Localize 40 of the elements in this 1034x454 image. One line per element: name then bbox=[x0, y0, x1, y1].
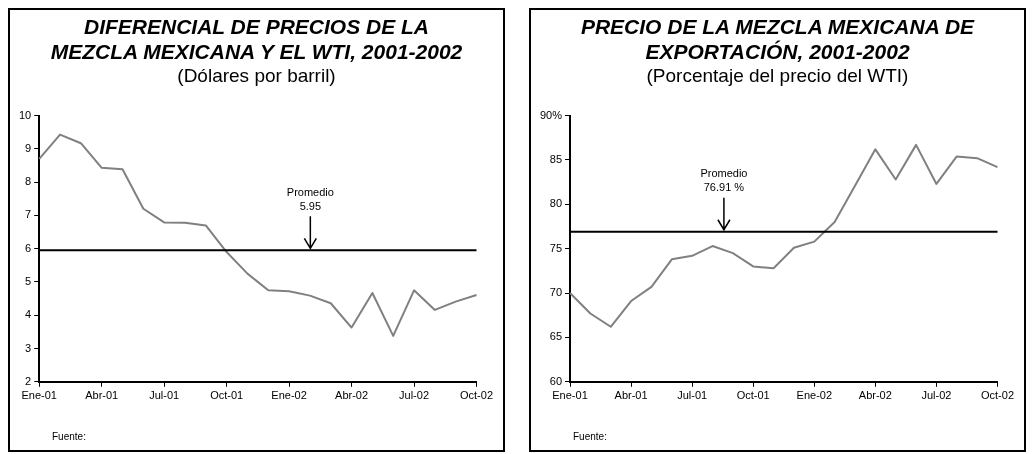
x-tick-label: Ene-01 bbox=[21, 389, 57, 402]
y-tick-label: 70 bbox=[549, 286, 563, 299]
x-tick-label: Jul-01 bbox=[677, 389, 708, 402]
x-tick-label: Jul-02 bbox=[399, 389, 430, 402]
x-tick-label: Oct-01 bbox=[736, 389, 770, 402]
y-tick-label: 8 bbox=[25, 175, 32, 188]
x-tick-label: Abr-02 bbox=[335, 389, 369, 402]
y-tick-label: 2 bbox=[25, 374, 32, 387]
ref-line-label: Promedio 76.91 % bbox=[700, 167, 748, 194]
y-tick-label: 65 bbox=[549, 330, 563, 343]
x-tick-label: Ene-01 bbox=[552, 389, 588, 402]
y-tick-label: 85 bbox=[549, 153, 563, 165]
x-tick-label: Ene-02 bbox=[271, 389, 307, 402]
y-tick-label: 10 bbox=[18, 108, 32, 121]
y-tick-label: 4 bbox=[25, 308, 32, 321]
chart-subtitle: (Porcentaje del precio del WTI) bbox=[645, 64, 910, 88]
x-tick-label: Abr-01 bbox=[614, 389, 648, 402]
source-note: Fuente: bbox=[52, 431, 86, 442]
x-tick-label: Abr-01 bbox=[85, 389, 119, 402]
x-tick-label: Jul-01 bbox=[149, 389, 180, 402]
y-tick-label: 9 bbox=[25, 141, 32, 154]
y-tick-label: 75 bbox=[549, 241, 563, 254]
x-tick-label: Oct-02 bbox=[980, 389, 1014, 402]
x-tick-label: Abr-02 bbox=[858, 389, 892, 402]
x-tick-label: Oct-01 bbox=[210, 389, 244, 402]
y-tick-label: 6 bbox=[25, 241, 32, 254]
chart-subtitle: (Dólares por barril) bbox=[176, 64, 337, 88]
chart-title: PRECIO DE LA MEZCLA MEXICANA DE EXPORTACIÓN, 2001-2002 bbox=[579, 14, 976, 64]
x-tick-label: Ene-02 bbox=[796, 389, 833, 402]
x-tick-label: Oct-02 bbox=[459, 389, 493, 402]
x-tick-label: Jul-02 bbox=[921, 389, 952, 402]
y-tick-label: 90% bbox=[539, 108, 563, 121]
y-tick-label: 60 bbox=[549, 374, 563, 387]
y-tick-label: 5 bbox=[25, 275, 32, 288]
ref-line-label: Promedio 5.95 bbox=[286, 185, 334, 212]
chart-title: DIFERENCIAL DE PRECIOS DE LA MEZCLA MEXICANA Y EL WTI, 2001-2002 bbox=[49, 14, 464, 64]
source-note: Fuente: bbox=[573, 431, 607, 442]
y-tick-label: 3 bbox=[25, 341, 32, 354]
y-tick-label: 7 bbox=[25, 208, 32, 221]
y-tick-label: 80 bbox=[549, 197, 563, 210]
